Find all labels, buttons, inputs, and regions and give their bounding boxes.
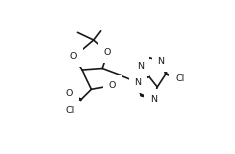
Text: O: O [70, 53, 77, 61]
Text: N: N [150, 95, 157, 104]
Text: O: O [104, 48, 111, 57]
Text: Cl: Cl [65, 106, 74, 115]
Text: N: N [158, 57, 165, 66]
Text: Cl: Cl [175, 74, 184, 83]
Text: N: N [134, 78, 141, 87]
Text: O: O [66, 89, 73, 98]
Text: N: N [137, 62, 144, 71]
Text: O: O [109, 81, 116, 90]
